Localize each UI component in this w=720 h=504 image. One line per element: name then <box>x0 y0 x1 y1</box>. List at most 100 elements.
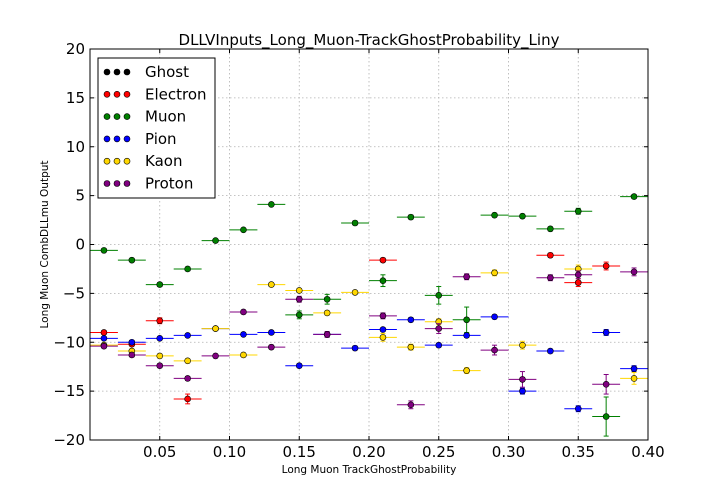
x-tick-label: 0.40 <box>631 443 664 461</box>
data-point <box>323 309 331 317</box>
legend: Ghost Electron Muon Pion Kaon Proton <box>97 57 216 199</box>
legend-marker <box>103 91 111 98</box>
data-point <box>435 341 443 349</box>
legend-marker <box>113 113 121 120</box>
legend-marker <box>123 91 131 98</box>
data-point <box>435 325 443 332</box>
data-point <box>463 273 470 281</box>
legend-marker <box>113 68 121 76</box>
data-point <box>268 201 275 208</box>
data-point <box>351 219 359 227</box>
y-tick-label: 15 <box>66 89 85 107</box>
data-point <box>323 331 331 338</box>
data-point <box>407 316 415 324</box>
data-point <box>240 226 247 234</box>
data-point <box>602 413 610 420</box>
legend-marker <box>103 180 111 187</box>
x-tick-label: 0.35 <box>562 443 595 461</box>
y-tick-label: −15 <box>53 382 85 400</box>
data-point <box>602 380 610 388</box>
legend-marker <box>113 157 121 165</box>
x-tick-label: 0.15 <box>283 443 316 461</box>
legend-label: Pion <box>145 130 177 148</box>
legend-marker <box>113 135 121 143</box>
data-point <box>184 375 191 382</box>
data-point <box>240 331 247 338</box>
axis-ticks: 0.05 0.10 0.15 0.20 0.25 0.30 0.35 0.40 −20 −15 −1… <box>53 40 664 461</box>
data-point <box>547 347 554 355</box>
data-point <box>630 365 638 372</box>
data-point <box>491 313 498 321</box>
data-point <box>100 247 108 254</box>
data-point <box>519 376 526 383</box>
data-point <box>351 344 359 352</box>
series-kaon <box>90 264 648 385</box>
x-axis-label: Long Muon TrackGhostProbability <box>282 464 457 476</box>
data-point <box>574 279 582 286</box>
legend-marker <box>123 135 131 143</box>
legend-marker <box>123 68 131 76</box>
x-tick-label: 0.30 <box>492 443 525 461</box>
data-point <box>295 362 303 370</box>
data-point <box>351 289 359 296</box>
data-point <box>435 292 443 299</box>
data-point <box>184 265 191 273</box>
data-point <box>407 401 415 409</box>
data-point <box>519 387 526 395</box>
x-tick-label: 0.25 <box>422 443 455 461</box>
x-tick-label: 0.20 <box>352 443 385 461</box>
data-point <box>630 268 638 276</box>
data-point <box>547 225 554 233</box>
data-point <box>156 317 164 325</box>
y-tick-label: −10 <box>53 333 85 351</box>
legend-marker <box>103 157 111 165</box>
data-point <box>212 237 219 244</box>
data-point <box>491 346 498 354</box>
legend-label: Muon <box>145 108 186 126</box>
data-point <box>574 207 582 215</box>
legend-marker <box>113 180 121 187</box>
data-point <box>574 271 582 279</box>
data-point <box>295 287 303 294</box>
x-tick-label: 0.05 <box>143 443 176 461</box>
data-point <box>463 332 470 339</box>
series-proton <box>90 267 648 410</box>
data-point <box>491 269 498 277</box>
data-point <box>379 277 387 284</box>
data-point <box>295 311 303 319</box>
data-point <box>519 341 526 349</box>
data-point <box>156 335 164 342</box>
data-point <box>156 352 164 360</box>
data-point <box>630 193 638 200</box>
data-point <box>547 251 554 259</box>
legend-marker <box>103 135 111 143</box>
data-point <box>268 281 275 288</box>
data-point <box>184 395 191 403</box>
y-tick-label: 0 <box>75 236 85 254</box>
legend-marker <box>103 68 111 76</box>
data-point <box>295 295 303 303</box>
data-point <box>630 375 638 382</box>
data-point <box>379 334 387 341</box>
data-point <box>100 335 108 342</box>
legend-marker <box>123 113 131 120</box>
legend-marker <box>103 113 111 120</box>
data-point <box>463 367 470 374</box>
x-tick-label: 0.10 <box>213 443 246 461</box>
data-point <box>184 332 191 339</box>
data-point <box>491 211 498 219</box>
y-tick-label: 10 <box>66 138 85 156</box>
legend-box <box>97 57 216 199</box>
y-tick-label: 5 <box>75 187 85 205</box>
data-point <box>100 342 108 350</box>
data-point <box>128 351 136 359</box>
legend-label: Electron <box>145 85 207 103</box>
data-point <box>379 326 387 333</box>
data-point <box>602 262 610 270</box>
data-point <box>463 316 470 324</box>
data-point <box>574 405 582 413</box>
y-tick-label: −5 <box>63 284 85 302</box>
y-tick-label: −20 <box>53 431 85 449</box>
data-point <box>379 256 387 264</box>
